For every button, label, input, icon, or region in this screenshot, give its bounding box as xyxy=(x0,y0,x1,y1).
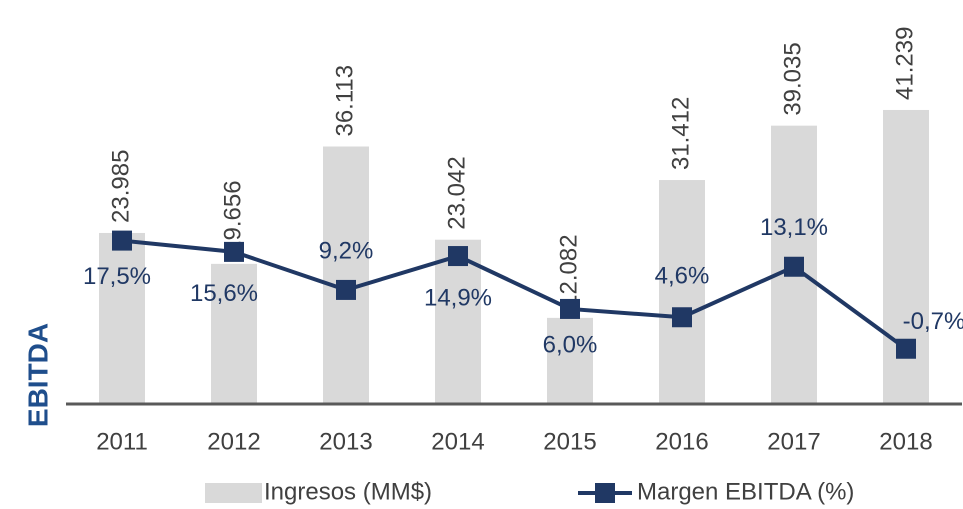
line xyxy=(121,238,908,351)
x-tick-label: 2014 xyxy=(431,428,484,455)
x-tick-label: 2016 xyxy=(655,428,708,455)
line-value-label: 4,6% xyxy=(655,263,710,290)
bar-value-label: 41.239 xyxy=(891,27,918,100)
line-value-label: 14,9% xyxy=(424,284,492,311)
line-marker xyxy=(448,246,468,267)
line-value-label: 13,1% xyxy=(760,214,828,241)
bar xyxy=(99,232,145,404)
bar-value-label: 36.113 xyxy=(331,65,358,137)
x-tick-label: 2015 xyxy=(543,428,596,455)
legend-label: Margen EBITDA (%) xyxy=(637,478,854,505)
x-tick-label: 2018 xyxy=(879,428,932,455)
y-axis-label: EBITDA xyxy=(22,323,53,427)
line-marker xyxy=(672,307,692,328)
line-marker xyxy=(896,338,916,359)
legend-label: Ingresos (MM$) xyxy=(264,478,432,505)
bar xyxy=(659,180,705,404)
x-tick-label: 2013 xyxy=(319,428,372,455)
legend-swatch xyxy=(595,483,615,503)
line-marker xyxy=(224,241,244,262)
line-marker xyxy=(560,298,580,319)
bar xyxy=(323,146,369,404)
line-value-label: 15,6% xyxy=(190,280,258,307)
bar xyxy=(883,109,929,404)
bar-value-label: 31.412 xyxy=(667,97,694,170)
line-value-label: 9,2% xyxy=(319,237,374,264)
bar-value-label: 39.035 xyxy=(779,42,806,115)
bar-value-label: 23.042 xyxy=(443,156,470,229)
line-marker xyxy=(784,256,804,277)
bar xyxy=(547,317,593,404)
line-marker xyxy=(112,230,132,251)
line-value-label: 17,5% xyxy=(83,263,151,290)
bar xyxy=(211,263,257,404)
bar-value-label: 12.082 xyxy=(555,234,582,307)
legend-swatch xyxy=(205,483,262,503)
bar-value-label: 19.656 xyxy=(219,180,246,253)
bar-value-label: 23.985 xyxy=(107,150,134,223)
line-value-label: -0,7% xyxy=(903,308,963,335)
line-marker xyxy=(336,279,356,300)
line-value-label: 6,0% xyxy=(543,331,598,358)
x-tick-label: 2017 xyxy=(767,428,820,455)
x-tick-label: 2012 xyxy=(207,428,260,455)
bar xyxy=(435,239,481,404)
x-tick-label: 2011 xyxy=(96,428,148,455)
